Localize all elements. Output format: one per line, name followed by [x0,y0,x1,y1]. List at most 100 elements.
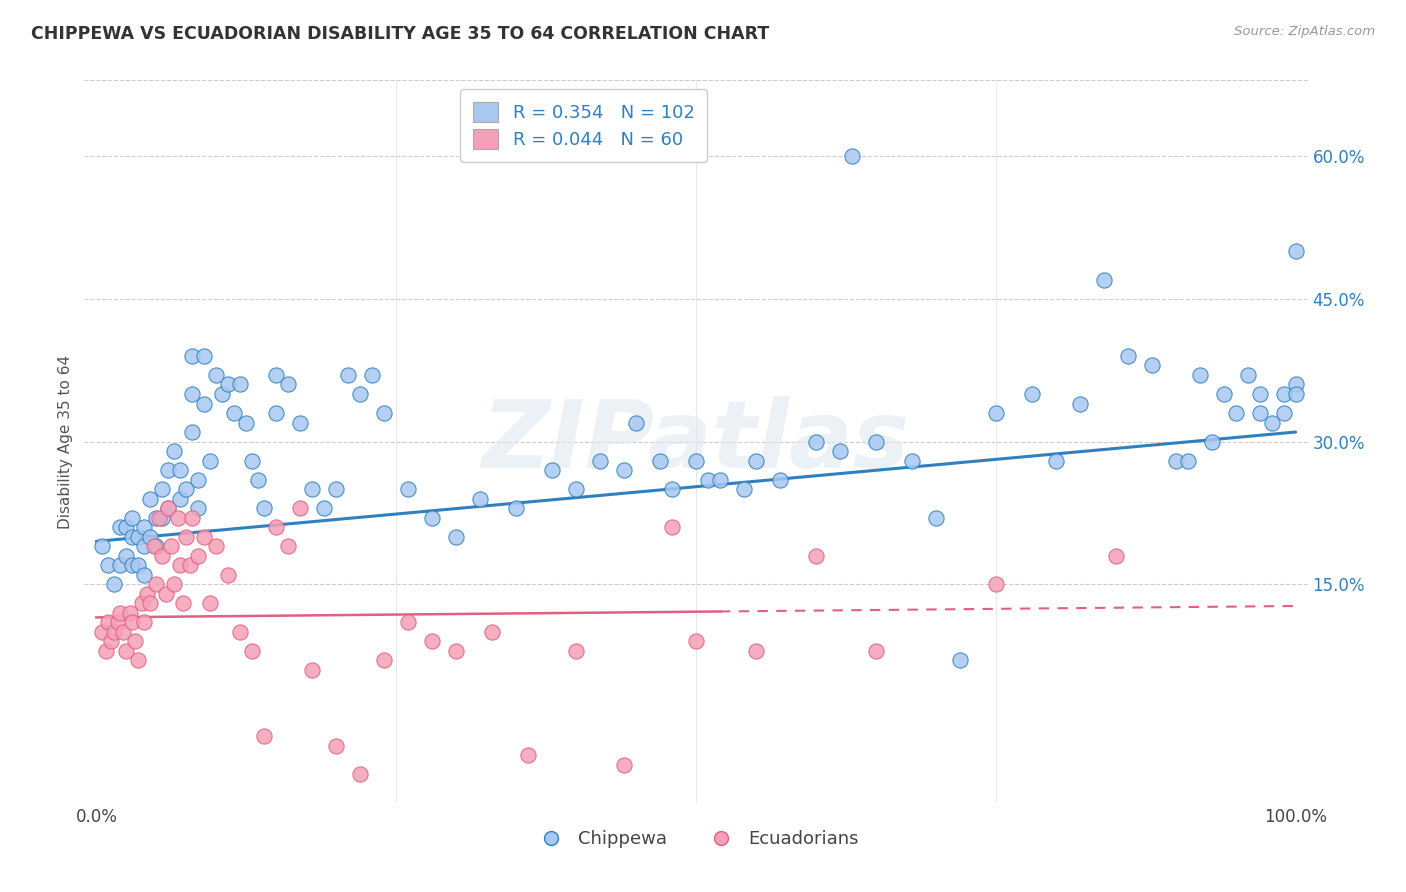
Point [181,425,204,439]
Point [157,463,180,477]
Point [1236,368,1258,382]
Point [804,434,827,449]
Point [205,368,228,382]
Point [1021,387,1043,401]
Point [100,634,122,648]
Point [121,615,143,630]
Point [253,501,276,516]
Point [505,501,527,516]
Point [115,643,138,657]
Point [264,520,287,534]
Point [110,520,132,534]
Point [624,416,647,430]
Point [118,606,141,620]
Point [565,482,588,496]
Point [94,643,117,657]
Point [865,434,887,449]
Y-axis label: Disability Age 35 to 64: Disability Age 35 to 64 [58,354,73,529]
Point [134,520,156,534]
Point [613,757,636,772]
Point [121,558,143,573]
Point [111,624,134,639]
Point [1188,368,1211,382]
Point [745,453,768,467]
Point [661,520,683,534]
Point [174,482,197,496]
Point [349,767,371,781]
Point [613,463,636,477]
Point [444,530,467,544]
Point [396,482,419,496]
Point [1164,453,1187,467]
Point [565,643,588,657]
Point [121,530,143,544]
Point [733,482,755,496]
Point [134,567,156,582]
Point [229,377,252,392]
Point [97,558,120,573]
Point [290,416,312,430]
Point [115,520,138,534]
Point [745,643,768,657]
Point [134,539,156,553]
Point [169,491,191,506]
Point [142,539,165,553]
Point [127,653,149,667]
Legend: Chippewa, Ecuadorians: Chippewa, Ecuadorians [526,822,866,855]
Point [373,406,395,420]
Point [865,643,887,657]
Point [517,748,540,763]
Point [541,463,564,477]
Point [167,510,190,524]
Point [187,501,209,516]
Point [1069,396,1091,410]
Point [163,444,186,458]
Point [200,453,222,467]
Point [769,473,792,487]
Text: Source: ZipAtlas.com: Source: ZipAtlas.com [1234,25,1375,38]
Point [134,615,156,630]
Point [110,606,132,620]
Point [145,577,167,591]
Point [685,453,707,467]
Point [240,453,263,467]
Point [984,577,1007,591]
Point [155,587,177,601]
Point [205,539,228,553]
Point [253,729,276,743]
Point [589,453,612,467]
Point [193,530,215,544]
Point [187,473,209,487]
Point [1092,273,1115,287]
Point [150,482,173,496]
Point [181,510,204,524]
Point [229,624,252,639]
Point [277,539,299,553]
Point [301,482,323,496]
Point [139,530,162,544]
Point [1225,406,1247,420]
Point [163,577,186,591]
Text: CHIPPEWA VS ECUADORIAN DISABILITY AGE 35 TO 64 CORRELATION CHART: CHIPPEWA VS ECUADORIAN DISABILITY AGE 35… [31,25,769,43]
Point [1272,406,1295,420]
Point [984,406,1007,420]
Point [1272,387,1295,401]
Point [169,558,191,573]
Point [139,596,162,610]
Point [1249,406,1271,420]
Point [217,377,239,392]
Point [709,473,731,487]
Point [1140,359,1163,373]
Point [145,539,167,553]
Point [157,501,180,516]
Point [925,510,948,524]
Point [150,510,173,524]
Point [697,473,720,487]
Point [148,510,170,524]
Point [159,539,181,553]
Point [135,587,157,601]
Point [396,615,419,630]
Point [193,349,215,363]
Point [1045,453,1067,467]
Point [828,444,851,458]
